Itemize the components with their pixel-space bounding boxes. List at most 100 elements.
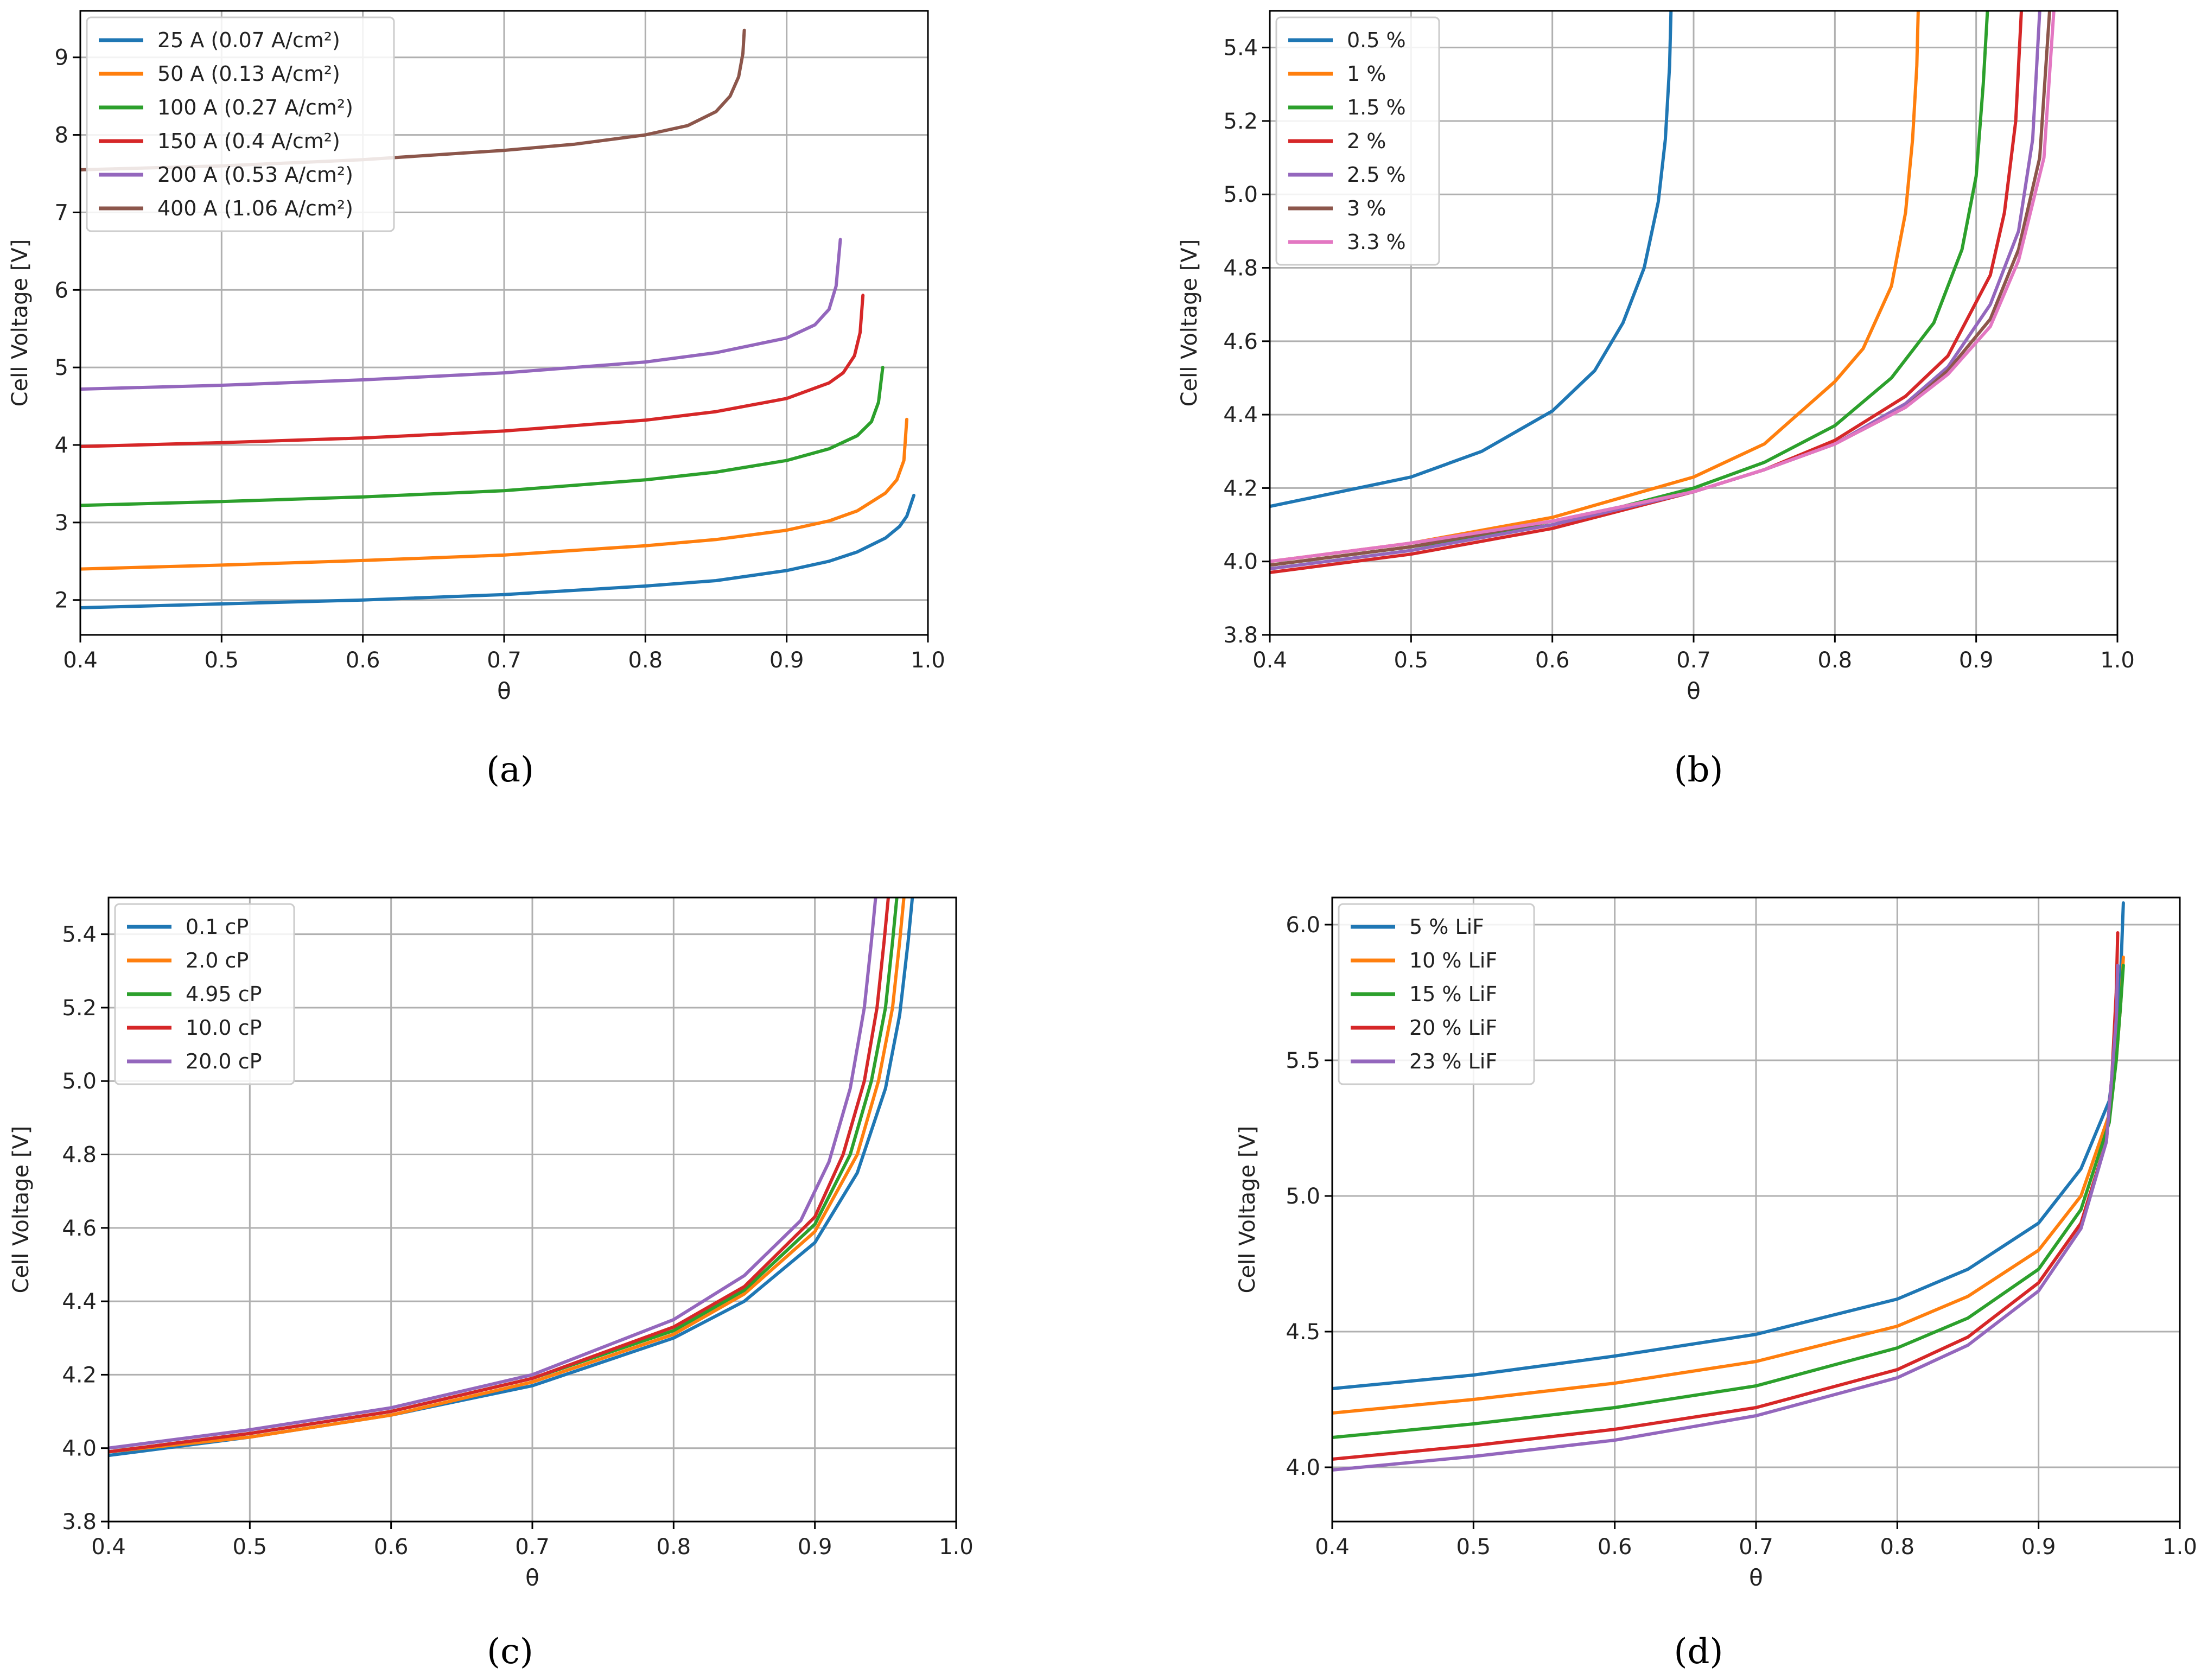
y-tick-label: 4.0 [62,1436,97,1461]
y-tick-label: 4.4 [1223,403,1258,428]
legend-label-5: 2.5 % [1347,163,1406,187]
y-tick-label: 6.0 [1286,913,1320,938]
series-line-5 [1332,964,2120,1472]
y-tick-label: 4.5 [1286,1320,1320,1345]
y-tick-label: 6 [55,278,68,303]
y-tick-label: 4.4 [62,1289,97,1314]
y-tick-label: 4.0 [1223,550,1258,575]
y-tick-label: 5.2 [62,996,97,1021]
chart-panel-b: 0.4 0.5 0.6 0.7 0.8 0.9 1.0 3.8 4.0 4.2 4.4 4.6 4.8 5… [1177,10,2135,790]
chart-panel-c: 0.4 0.5 0.6 0.7 0.8 0.9 1.0 3.8 4.0 4.2 4.4 4.6 4.8 5… [9,896,974,1672]
plot-frame [107,896,957,1523]
y-tick-label: 5.0 [62,1069,97,1094]
legend-label-1: 0.1 cP [186,915,249,939]
panel-caption: (d) [1674,1632,1723,1672]
series-line-1 [1270,11,1673,508]
y-tick-label: 5.0 [1223,182,1258,207]
y-tick-label: 3 [55,511,68,536]
x-tick-label: 0.7 [1676,648,1711,673]
legend-label-6: 400 A (1.06 A/cm²) [157,196,353,220]
legend-label-2: 10 % LiF [1409,949,1497,972]
legend-label-1: 0.5 % [1347,28,1406,52]
legend-label-2: 1 % [1347,62,1386,86]
x-tick-label: 0.5 [1456,1535,1491,1560]
panel-caption: (a) [486,750,534,790]
y-tick-label: 9 [55,46,68,71]
legend-label-4: 20 % LiF [1409,1016,1497,1040]
legend-label-2: 50 A (0.13 A/cm²) [157,62,340,86]
y-axis-label: Cell Voltage [V] [1177,239,1202,407]
x-tick-label: 0.9 [2021,1535,2056,1560]
x-tick-label: 0.8 [628,648,663,673]
series-line-2 [109,898,906,1454]
series-line-5 [109,898,877,1450]
series-group [1270,11,2056,574]
series-line-5 [1270,11,2041,571]
x-axis-label: θ [1749,1564,1763,1591]
chart-panel-a: 0.4 0.5 0.6 0.7 0.8 0.9 1.0 2 3 4 5 6 7 8 9 θ Cell Volta… [8,10,945,790]
y-tick-label: 8 [55,123,68,148]
y-axis-label: Cell Voltage [V] [1235,1126,1260,1294]
x-tick-label: 0.4 [91,1535,126,1560]
x-tick-label: 0.6 [374,1535,409,1560]
series-line-4 [109,898,890,1454]
series-group [80,28,915,609]
series-line-4 [1270,11,2023,574]
legend-label-1: 5 % LiF [1409,915,1484,939]
y-tick-label: 4 [55,433,68,458]
legend-label-4: 10.0 cP [186,1016,262,1040]
x-tick-label: 0.9 [798,1535,832,1560]
y-axis-label: Cell Voltage [V] [8,239,33,407]
series-group [1332,901,2125,1472]
x-tick-label: 0.8 [1818,648,1853,673]
x-tick-label: 1.0 [2100,648,2135,673]
y-tick-label: 5.2 [1223,109,1258,134]
legend-label-7: 3.3 % [1347,230,1406,254]
legend: 0.1 cP 2.0 cP 4.95 cP 10.0 cP 20.0 cP [114,903,295,1085]
legend: 0.5 % 1 % 1.5 % 2 % 2.5 % 3 % 3.3 % [1275,16,1440,266]
y-tick-label: 5.5 [1286,1048,1320,1073]
legend-box [86,16,395,232]
x-tick-label: 0.9 [1959,648,1994,673]
x-tick-label: 0.6 [1535,648,1570,673]
x-axis-label: θ [1687,678,1701,704]
series-line-2 [1270,11,1920,563]
legend-label-3: 100 A (0.27 A/cm²) [157,96,353,119]
y-tick-label: 2 [55,588,68,613]
x-tick-label: 0.7 [487,648,521,673]
x-tick-label: 0.9 [769,648,804,673]
y-tick-label: 4.2 [62,1363,97,1388]
x-tick-label: 1.0 [939,1535,974,1560]
y-tick-label: 4.2 [1223,476,1258,501]
series-line-3 [80,366,885,507]
x-tick-label: 0.6 [1598,1535,1632,1560]
x-axis-label: θ [497,678,511,704]
y-axis-label: Cell Voltage [V] [9,1126,34,1294]
y-tick-label: 4.6 [1223,329,1258,354]
series-group [109,898,914,1458]
y-tick-label: 5.4 [62,922,97,947]
legend-box [1275,16,1440,266]
plot-frame [79,10,929,636]
x-tick-label: 0.7 [1739,1535,1773,1560]
x-tick-label: 0.8 [1880,1535,1915,1560]
legend: 25 A (0.07 A/cm²) 50 A (0.13 A/cm²) 100 A … [86,16,395,232]
x-tick-label: 0.6 [346,648,380,673]
y-tick-label: 5.4 [1223,36,1258,61]
y-tick-label: 5.0 [1286,1184,1320,1209]
panel-caption: (b) [1674,750,1723,790]
y-tick-label: 4.6 [62,1216,97,1241]
y-tick-label: 4.8 [1223,256,1258,281]
panel-caption: (c) [487,1632,533,1672]
legend-label-5: 23 % LiF [1409,1049,1497,1073]
y-tick-label: 3.8 [1223,623,1258,648]
y-tick-label: 5 [55,355,68,380]
legend-label-4: 2 % [1347,129,1386,153]
x-tick-label: 0.8 [657,1535,691,1560]
y-tick-label: 4.0 [1286,1455,1320,1480]
x-tick-label: 1.0 [911,648,945,673]
legend-label-6: 3 % [1347,196,1386,220]
x-tick-label: 0.4 [63,648,98,673]
x-tick-label: 0.5 [233,1535,268,1560]
